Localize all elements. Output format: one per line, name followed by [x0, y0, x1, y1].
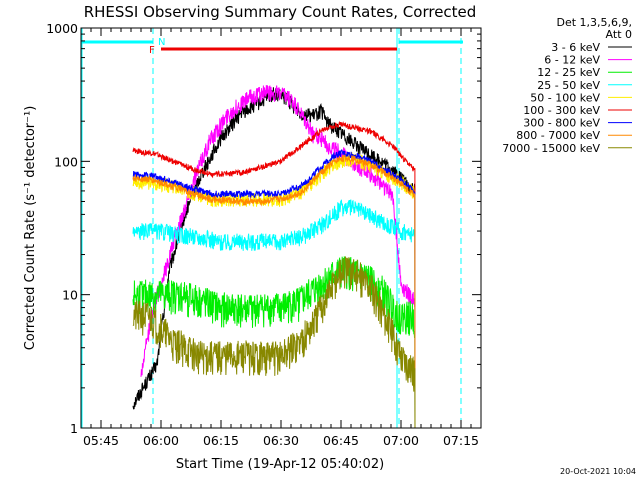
- x-axis-label: Start Time (19-Apr-12 05:40:02): [176, 457, 384, 472]
- series-group: [132, 85, 416, 429]
- series-line-5: [132, 120, 416, 429]
- series-line-3: [132, 199, 416, 429]
- legend-label-0: 3 - 6 keV: [551, 41, 600, 54]
- x-tick-label-5: 07:00: [383, 433, 419, 448]
- x-tick-label-2: 06:15: [203, 433, 239, 448]
- legend-label-5: 100 - 300 keV: [523, 104, 600, 117]
- legend-label-3: 25 - 50 keV: [537, 79, 600, 92]
- x-tick-label-6: 07:15: [443, 433, 479, 448]
- axes-group: 05:45 06:00 06:15 06:30 06:45 07:00 07:15 1 10 10…: [46, 21, 481, 448]
- series-line-1: [140, 85, 416, 428]
- x-tick-label-0: 05:45: [83, 433, 119, 448]
- series-line-7: [132, 154, 416, 429]
- x-tick-label-4: 06:45: [323, 433, 359, 448]
- observing-markers: NF: [81, 28, 463, 428]
- x-tick-label-3: 06:30: [263, 433, 299, 448]
- legend-label-2: 12 - 25 keV: [537, 66, 600, 79]
- series-line-8: [132, 256, 416, 429]
- y-tick-label-2: 100: [54, 154, 78, 169]
- y-tick-label-0: 1: [70, 421, 78, 436]
- chart-title: RHESSI Observing Summary Count Rates, Co…: [84, 3, 477, 21]
- legend-label-1: 6 - 12 keV: [544, 54, 600, 67]
- generation-timestamp: 20-Oct-2021 10:04: [560, 467, 636, 476]
- x-tick-label-1: 06:00: [143, 433, 179, 448]
- legend-label-6: 300 - 800 keV: [523, 117, 600, 130]
- night-label: N: [158, 37, 165, 48]
- legend-header-line-2: Att 0: [606, 28, 632, 41]
- legend-label-4: 50 - 100 keV: [530, 91, 600, 104]
- y-tick-label-1: 10: [62, 288, 78, 303]
- series-line-0: [132, 87, 416, 429]
- legend-label-7: 800 - 7000 keV: [516, 129, 600, 142]
- series-line-6: [132, 148, 416, 429]
- legend-header-line-1: Det 1,3,5,6,9,: [556, 16, 632, 29]
- series-line-2: [132, 256, 416, 429]
- legend-label-8: 7000 - 15000 keV: [502, 142, 600, 155]
- y-axis-label: Corrected Count Rate (s⁻¹ detector⁻¹): [23, 106, 38, 351]
- y-tick-label-3: 1000: [46, 21, 78, 36]
- flare-label: F: [149, 45, 155, 56]
